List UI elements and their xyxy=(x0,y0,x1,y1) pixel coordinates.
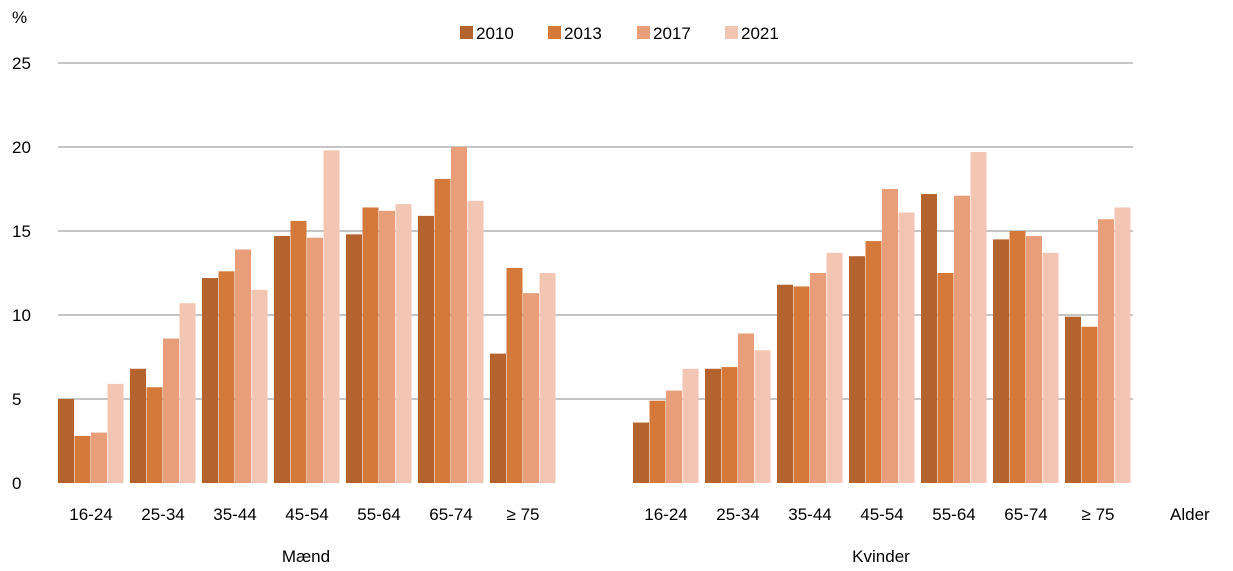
bar xyxy=(130,368,146,483)
x-category-label: 45-54 xyxy=(285,505,328,524)
bar xyxy=(434,178,451,484)
x-category-label: 16-24 xyxy=(644,505,687,524)
bar xyxy=(738,333,754,483)
bar xyxy=(451,147,467,483)
bar xyxy=(826,252,843,483)
group-label: Mænd xyxy=(282,547,330,566)
x-category-label: 65-74 xyxy=(1004,505,1047,524)
bar xyxy=(705,368,721,483)
bar xyxy=(274,236,290,483)
bar xyxy=(882,189,898,483)
bar xyxy=(362,207,379,484)
x-category-label: 45-54 xyxy=(860,505,903,524)
bar xyxy=(346,234,362,483)
bar xyxy=(793,286,810,483)
bars xyxy=(58,147,1131,484)
x-category-label: 25-34 xyxy=(716,505,759,524)
y-tick-label: 0 xyxy=(12,474,21,493)
bar xyxy=(666,390,682,483)
bar xyxy=(682,368,699,483)
bar xyxy=(323,150,340,484)
y-tick-label: 5 xyxy=(12,390,21,409)
bar xyxy=(993,239,1009,483)
x-category-label: 25-34 xyxy=(141,505,184,524)
x-axis-label: Alder xyxy=(1170,505,1210,524)
bar xyxy=(921,194,937,484)
x-category-label: ≥ 75 xyxy=(507,505,540,524)
bar xyxy=(235,249,251,483)
legend-label: 2010 xyxy=(476,24,514,43)
bar xyxy=(937,273,954,483)
y-axis-label: % xyxy=(12,8,27,27)
y-tick-label: 25 xyxy=(12,54,31,73)
group-label: Kvinder xyxy=(852,547,910,566)
bar xyxy=(970,152,987,484)
bar xyxy=(1042,252,1059,483)
bar xyxy=(777,284,793,483)
bar xyxy=(649,400,666,483)
bar xyxy=(539,273,556,483)
bar xyxy=(467,200,484,483)
legend-label: 2017 xyxy=(653,24,691,43)
bar xyxy=(898,212,915,483)
bar xyxy=(1065,316,1081,483)
bar xyxy=(146,387,163,483)
x-category-label: 65-74 xyxy=(429,505,472,524)
x-category-label: 16-24 xyxy=(69,505,112,524)
bar xyxy=(418,215,434,483)
legend-swatch xyxy=(725,26,738,39)
bar xyxy=(754,350,771,483)
bar xyxy=(163,338,179,483)
bar xyxy=(1098,219,1114,484)
group-labels: Mænd Kvinder xyxy=(282,547,910,566)
bar xyxy=(395,204,412,483)
bar xyxy=(179,303,196,483)
bar xyxy=(58,399,74,483)
legend-swatch xyxy=(637,26,650,39)
x-category-label: 55-64 xyxy=(932,505,975,524)
bar xyxy=(1081,326,1098,483)
bar xyxy=(107,383,124,483)
bar xyxy=(490,353,506,483)
legend-swatch xyxy=(548,26,561,39)
y-tick-label: 20 xyxy=(12,138,31,157)
bar xyxy=(251,289,268,483)
x-category-label: 35-44 xyxy=(788,505,831,524)
bar xyxy=(865,241,882,483)
bar xyxy=(290,220,307,484)
bar xyxy=(506,267,523,483)
bar xyxy=(954,195,970,483)
bar xyxy=(379,210,395,483)
bar xyxy=(1114,207,1131,484)
x-category-label: 35-44 xyxy=(213,505,256,524)
bar xyxy=(91,432,107,483)
legend-swatch xyxy=(460,26,473,39)
bar xyxy=(218,271,235,483)
bar xyxy=(849,256,865,483)
bar xyxy=(1009,231,1026,483)
bar xyxy=(721,367,738,483)
x-axis-categories: 16-24 25-34 35-44 45-54 55-64 65-74 ≥ 75 16-24 2… xyxy=(69,505,1114,524)
bar xyxy=(307,237,323,483)
x-category-label: 55-64 xyxy=(357,505,400,524)
legend: 2010 2013 2017 2021 xyxy=(460,24,779,43)
bar xyxy=(1026,236,1042,483)
y-tick-label: 10 xyxy=(12,306,31,325)
bar xyxy=(202,278,218,483)
y-tick-label: 15 xyxy=(12,222,31,241)
y-axis-ticks: 0 5 10 15 20 25 xyxy=(12,54,31,493)
bar xyxy=(810,273,826,483)
bar xyxy=(633,422,649,483)
legend-label: 2013 xyxy=(564,24,602,43)
bar xyxy=(74,435,91,483)
bar xyxy=(523,293,539,483)
legend-label: 2021 xyxy=(741,24,779,43)
x-category-label: ≥ 75 xyxy=(1082,505,1115,524)
